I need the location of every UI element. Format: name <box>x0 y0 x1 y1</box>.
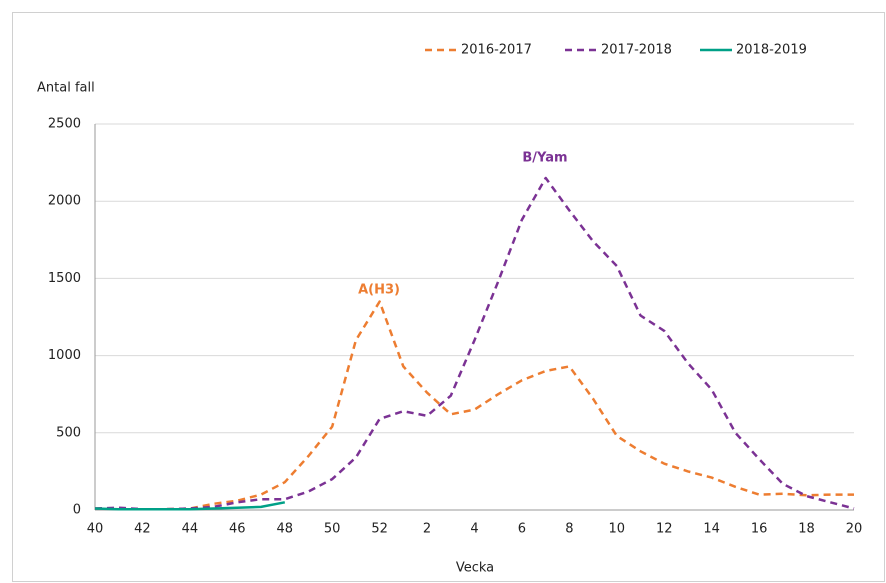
annotation: B/Yam <box>522 151 567 166</box>
x-tick-label: 44 <box>182 522 199 537</box>
x-tick-label: 12 <box>656 522 673 537</box>
y-tick-label: 500 <box>56 425 81 440</box>
x-tick-label: 14 <box>703 522 720 537</box>
y-tick-label: 2000 <box>48 194 81 209</box>
x-axis-label: Vecka <box>456 561 494 576</box>
series-line <box>95 300 854 511</box>
legend-label: 2018-2019 <box>736 43 807 58</box>
x-tick-label: 50 <box>324 522 341 537</box>
legend-label: 2017-2018 <box>601 43 672 58</box>
x-tick-label: 8 <box>565 522 573 537</box>
x-tick-label: 52 <box>371 522 388 537</box>
y-tick-label: 2500 <box>48 117 81 132</box>
y-tick-label: 0 <box>73 503 81 518</box>
x-tick-label: 42 <box>134 522 151 537</box>
x-tick-label: 20 <box>846 522 863 537</box>
series-line <box>94 501 286 511</box>
y-axis-label: Antal fall <box>37 81 95 96</box>
x-tick-label: 48 <box>276 522 293 537</box>
annotation: A(H3) <box>358 283 400 298</box>
x-tick-label: 6 <box>518 522 526 537</box>
legend-label: 2016-2017 <box>461 43 532 58</box>
x-tick-label: 46 <box>229 522 246 537</box>
x-tick-label: 16 <box>751 522 768 537</box>
x-tick-label: 10 <box>609 522 626 537</box>
x-tick-label: 40 <box>87 522 104 537</box>
y-tick-label: 1500 <box>48 271 81 286</box>
chart-border <box>12 12 885 582</box>
series-line <box>94 176 855 511</box>
x-tick-label: 18 <box>798 522 815 537</box>
y-tick-label: 1000 <box>48 348 81 363</box>
x-tick-label: 4 <box>470 522 478 537</box>
x-tick-label: 2 <box>423 522 431 537</box>
